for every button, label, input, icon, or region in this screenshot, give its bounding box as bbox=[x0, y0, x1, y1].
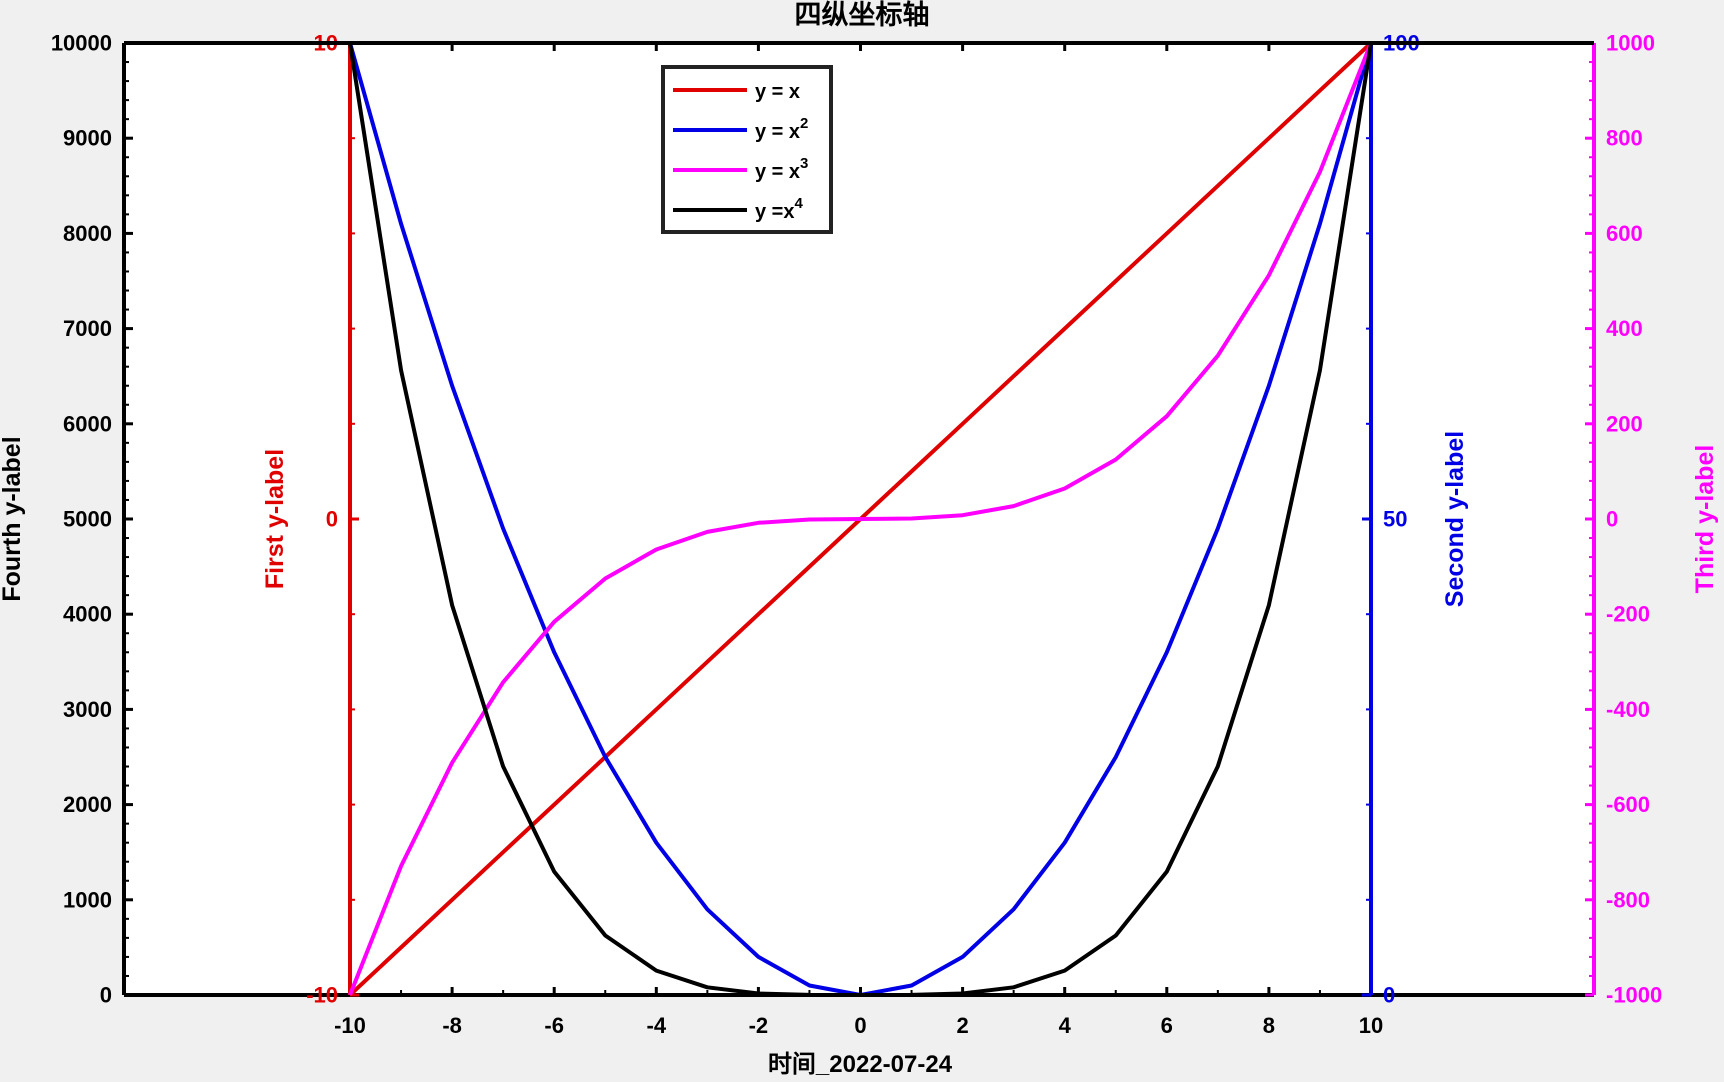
fourth-tick-label: 0 bbox=[100, 983, 112, 1008]
fourth-tick-label: 6000 bbox=[63, 411, 112, 436]
x-tick-label: 6 bbox=[1161, 1013, 1173, 1038]
series-line-third bbox=[348, 42, 1373, 996]
third-tick-label: 1000 bbox=[1606, 31, 1655, 56]
second-axis-label: Second y-label bbox=[1441, 431, 1469, 607]
fourth-axis-label: Fourth y-label bbox=[0, 436, 26, 601]
series-group bbox=[348, 41, 1373, 997]
first-tick-label: 0 bbox=[326, 507, 338, 532]
fourth-tick-label: 2000 bbox=[63, 792, 112, 817]
legend: y = xy = x2y = x3y =x4 bbox=[661, 65, 833, 234]
x-tick-label: 10 bbox=[1359, 1013, 1383, 1038]
legend-entry-superscript: 3 bbox=[800, 155, 808, 172]
x-tick-label: -6 bbox=[544, 1013, 564, 1038]
legend-entry-superscript: 2 bbox=[800, 115, 808, 132]
x-axis-label: 时间_2022-07-24 bbox=[768, 1051, 953, 1077]
x-tick-label: 0 bbox=[854, 1013, 866, 1038]
x-tick-label: -8 bbox=[442, 1013, 462, 1038]
series-line-fourth bbox=[348, 42, 1373, 997]
fourth-y-axis: 0 1000 2000 3000 4000 5000 6000 7000 8000 9000 100… bbox=[0, 31, 133, 1008]
first-tick-label: -10 bbox=[306, 983, 338, 1008]
first-axis-label: First y-label bbox=[261, 449, 289, 589]
fourth-tick-label: 1000 bbox=[63, 887, 112, 912]
legend-entry-superscript: 4 bbox=[794, 195, 803, 212]
fourth-tick-label: 8000 bbox=[63, 221, 112, 246]
third-tick-label: -200 bbox=[1606, 602, 1650, 627]
third-axis-label: Third y-label bbox=[1691, 445, 1719, 594]
x-tick-label: -2 bbox=[749, 1013, 769, 1038]
fourth-tick-label: 5000 bbox=[63, 507, 112, 532]
third-tick-label: -600 bbox=[1606, 792, 1650, 817]
x-axis: -10 -8 -6 -4 -2 0 2 4 6 8 10 bbox=[334, 43, 1383, 1038]
second-tick-label: 0 bbox=[1383, 983, 1395, 1008]
fourth-tick-label: 7000 bbox=[63, 316, 112, 341]
x-tick-label: 8 bbox=[1263, 1013, 1275, 1038]
third-tick-label: 0 bbox=[1606, 507, 1618, 532]
third-tick-label: -400 bbox=[1606, 697, 1650, 722]
third-tick-label: -800 bbox=[1606, 887, 1650, 912]
legend-box bbox=[661, 65, 833, 234]
third-tick-label: -1000 bbox=[1606, 983, 1662, 1008]
third-tick-label: 400 bbox=[1606, 316, 1643, 341]
fourth-tick-label: 3000 bbox=[63, 697, 112, 722]
fourth-tick-label: 10000 bbox=[51, 31, 112, 56]
third-tick-label: 800 bbox=[1606, 126, 1643, 151]
x-tick-label: 4 bbox=[1059, 1013, 1072, 1038]
x-tick-label: -4 bbox=[647, 1013, 667, 1038]
third-tick-label: 600 bbox=[1606, 221, 1643, 246]
x-tick-label: -10 bbox=[334, 1013, 366, 1038]
second-tick-label: 50 bbox=[1383, 507, 1407, 532]
legend-entry-label: y = x bbox=[755, 81, 800, 103]
fourth-tick-label: 4000 bbox=[63, 602, 112, 627]
chart-title: 四纵坐标轴 bbox=[795, 0, 930, 30]
third-tick-label: 200 bbox=[1606, 411, 1643, 436]
x-tick-label: 2 bbox=[956, 1013, 968, 1038]
third-y-axis: -1000 -800 -600 -400 -200 0 200 400 600 800 1000 Th… bbox=[1585, 31, 1719, 1008]
fourth-tick-label: 9000 bbox=[63, 126, 112, 151]
